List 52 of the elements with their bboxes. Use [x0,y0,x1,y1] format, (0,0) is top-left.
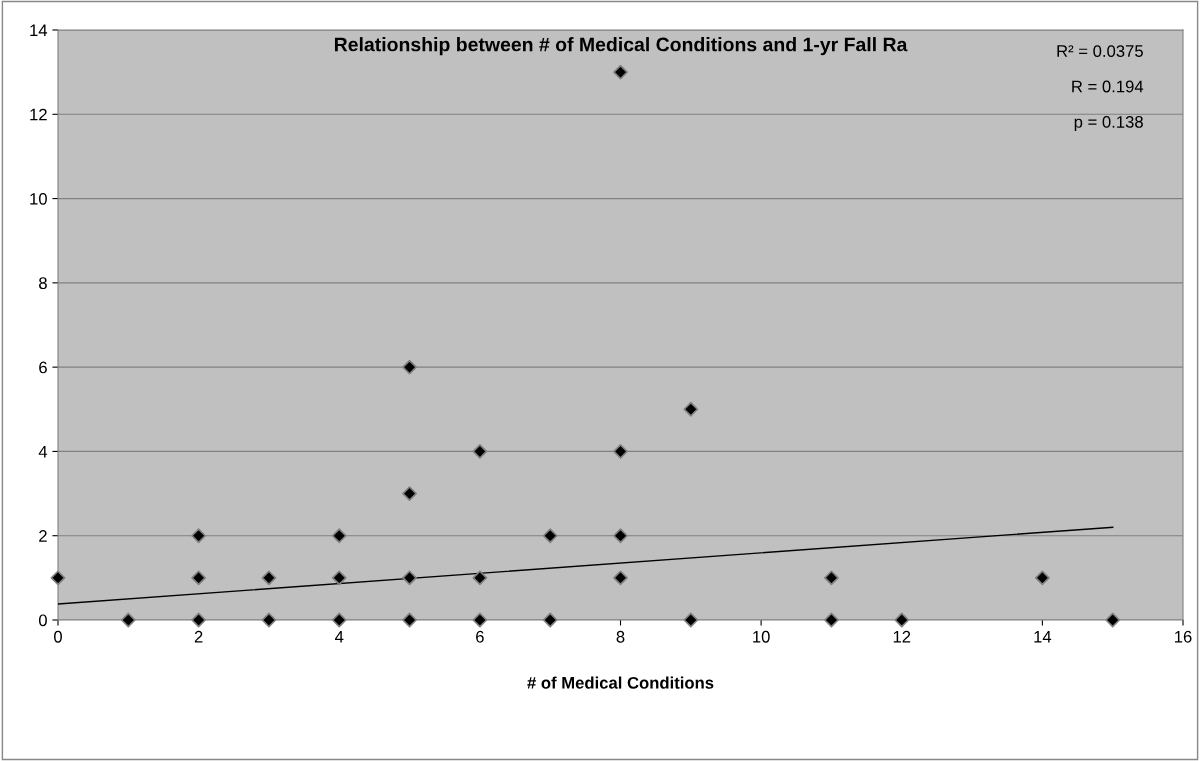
point [331,612,347,628]
point [50,570,66,586]
point [613,444,628,459]
x-tick-label: 16 [1175,630,1192,643]
point [402,570,417,586]
point [894,612,910,628]
point [120,612,136,628]
y-tick-label: 10 [30,192,47,205]
point [191,612,207,628]
x-tick-label: 12 [893,630,911,643]
point [542,528,558,544]
y-tick-label: 2 [39,530,47,542]
chart-title: Relationship between # of Medical Conditions and 1-yr Fall Ra [334,37,908,56]
x-tick-label: 0 [54,630,62,643]
point [331,570,347,586]
point [331,528,347,544]
point [683,612,699,628]
point [402,359,417,375]
y-tick-label: 4 [38,446,48,458]
point [261,570,277,586]
point [472,612,488,628]
x-axis-title: # of Medical Conditions [527,676,714,689]
x-tick-label: 2 [194,630,203,643]
point [472,570,488,586]
point [613,528,628,544]
point [191,570,207,586]
point [1034,570,1050,586]
y-tick-label: 8 [39,277,47,290]
point [683,401,699,417]
y-tick-label: 12 [30,108,47,121]
point [824,570,839,586]
x-tick-label: 14 [1034,631,1052,643]
point [191,528,207,544]
annotation: R = 0.194 [1072,80,1144,93]
point [472,444,488,459]
x-tick-label: 8 [616,630,625,643]
annotation: p = 0.138 [1074,115,1143,132]
x-tick-label: 6 [476,630,484,643]
x-tick-label: 10 [753,630,770,643]
point [824,612,839,628]
y-tick-label: 14 [30,24,48,37]
point [542,612,558,628]
y-tick-label: 0 [38,614,47,627]
point [613,570,628,586]
point [402,486,417,501]
point [261,612,277,628]
y-tick-label: 6 [39,361,47,374]
point [402,612,417,628]
point [1105,612,1121,628]
annotation: R² = 0.0375 [1057,45,1143,57]
x-tick-label: 4 [335,631,344,643]
point [613,64,628,80]
